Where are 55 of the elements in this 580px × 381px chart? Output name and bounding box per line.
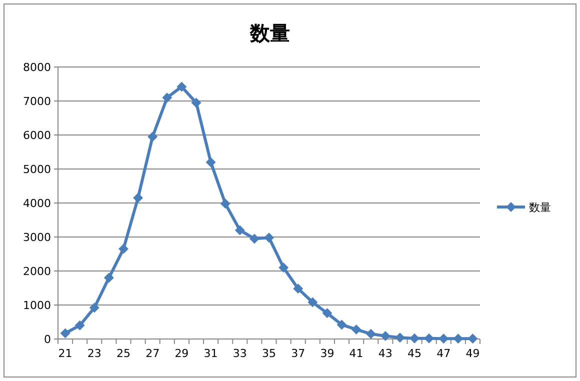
y-tick-label: 3000 [23,231,51,244]
x-tick-label: 41 [349,347,364,360]
x-tick-label: 29 [174,347,189,360]
x-tick-label: 47 [436,347,451,360]
x-tick-label: 33 [232,347,247,360]
point [148,132,158,142]
point [410,333,420,344]
point [176,82,187,92]
point [234,225,245,236]
point [380,330,390,341]
title: 数量 [250,21,290,45]
point [74,320,85,330]
point [322,308,332,318]
point [293,284,304,294]
y-tick-label: 5000 [23,163,51,176]
x-tick-label: 35 [262,347,276,360]
x-tick-label: 21 [58,347,72,360]
x-tick-label: 43 [378,347,392,360]
x-tick-label: 23 [87,347,102,360]
point [264,232,274,243]
x-tick-label: 39 [320,347,334,360]
point [278,262,289,273]
point [366,328,376,339]
point [133,192,144,203]
point [351,324,362,334]
point [468,334,478,344]
point [60,328,70,338]
point [104,272,114,283]
point [162,92,172,103]
point [249,234,260,244]
point [206,157,216,168]
y-tick-label: 2000 [23,265,51,278]
x-tick-label: 27 [146,347,160,360]
point [336,320,347,330]
x-tick-label: 49 [466,347,480,360]
y-tick-label: 7000 [23,95,51,108]
point [89,302,100,313]
legend-label: 数量 [529,201,551,214]
x-tick-label: 31 [204,347,218,360]
y-tick-label: 0 [44,333,51,346]
x-tick-label: 25 [116,347,130,360]
point [220,198,230,209]
point [453,334,464,344]
x-tick-label: 45 [408,347,422,360]
y-tick-label: 6000 [23,129,51,142]
x-tick-label: 37 [291,347,306,360]
point [394,332,405,343]
point [438,334,449,344]
y-tick-label: 8000 [23,61,51,74]
point [308,297,318,308]
y-tick-label: 4000 [23,197,51,210]
y-tick-label: 1000 [23,299,51,312]
point [424,333,434,344]
point [191,98,202,108]
point [118,244,128,254]
